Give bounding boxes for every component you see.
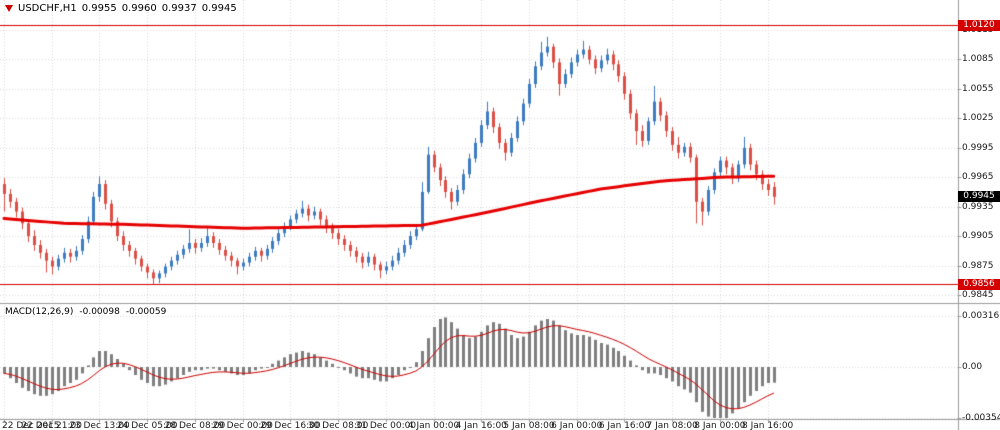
quote-high: 0.9960 <box>121 3 157 14</box>
chart-title: USDCHF,H1 0.9955 0.9960 0.9937 0.9945 <box>5 3 237 14</box>
quote-open: 0.9955 <box>81 3 117 14</box>
macd-indicator-label: MACD(12,26,9) -0.00098 -0.00059 <box>5 307 166 317</box>
macd-name: MACD(12,26,9) <box>5 307 74 317</box>
symbol-label: USDCHF,H1 <box>18 3 77 14</box>
symbol-icon <box>5 5 13 12</box>
macd-signal-value: -0.00059 <box>125 307 167 317</box>
macd-main-value: -0.00098 <box>79 307 120 317</box>
quote-close: 0.9945 <box>201 3 237 14</box>
quote-low: 0.9937 <box>161 3 197 14</box>
